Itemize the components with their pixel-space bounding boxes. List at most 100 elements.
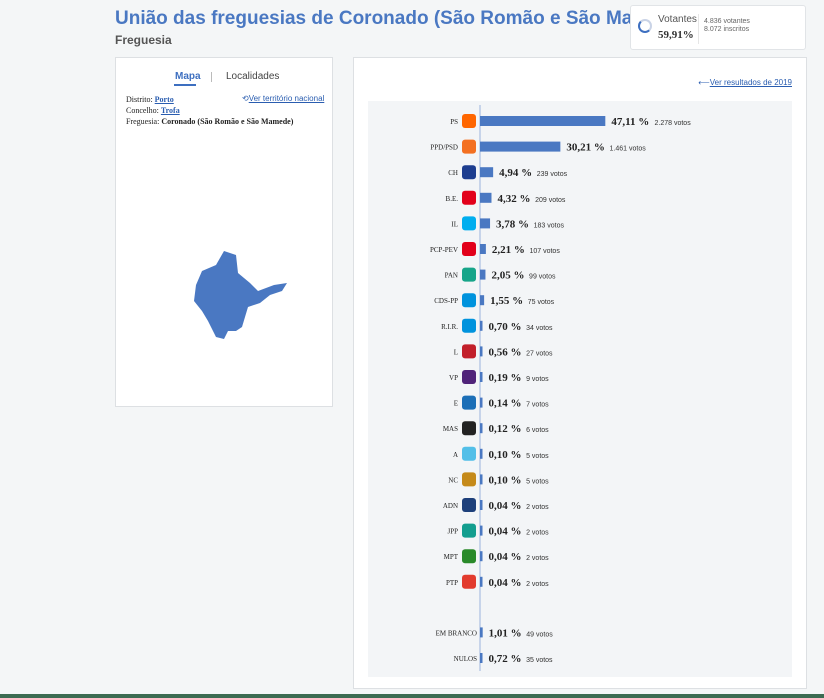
percent-label: 47,11 % xyxy=(611,116,649,128)
turnout-card: Votantes 59,91% 4.836 votantes 8.072 ins… xyxy=(630,5,806,50)
turnout-inscritos: 8.072 inscritos xyxy=(704,26,750,33)
percent-label: 0,14 % xyxy=(489,398,522,410)
distrito-label: Distrito: xyxy=(126,95,153,104)
map-panel: Mapa Localidades Distrito: Porto Concelh… xyxy=(115,57,333,407)
result-bar xyxy=(480,576,483,587)
result-row: A 0,10 % 5 votos xyxy=(453,446,549,461)
votes-label: 1.461 votos xyxy=(610,146,647,153)
pan-logo-icon xyxy=(462,267,476,282)
result-row: PTP 0,04 % 2 votos xyxy=(446,574,549,589)
volt-logo-icon xyxy=(462,370,476,384)
nc-logo-icon xyxy=(462,472,476,487)
votes-label: 209 votos xyxy=(535,197,566,204)
result-row: B.E. 4,32 % 209 votos xyxy=(446,190,566,205)
result-bar xyxy=(480,346,483,357)
party-label: PCP-PEV xyxy=(430,246,458,254)
result-row: NC 0,10 % 5 votos xyxy=(448,472,549,487)
votes-label: 5 votos xyxy=(526,478,549,485)
jpp-logo-icon xyxy=(462,523,476,538)
national-territory-link[interactable]: ⟲Ver território nacional xyxy=(242,94,324,103)
party-label: CH xyxy=(448,169,458,177)
result-bar xyxy=(480,269,486,280)
previous-results-label: Ver resultados de 2019 xyxy=(709,78,792,87)
percent-label: 30,21 % xyxy=(566,142,605,154)
party-label: JPP xyxy=(447,528,458,536)
previous-results-link[interactable]: ⟵Ver resultados de 2019 xyxy=(698,78,792,87)
page-subtitle: Freguesia xyxy=(115,33,172,47)
percent-label: 2,05 % xyxy=(491,270,524,282)
party-label: B.E. xyxy=(446,195,459,203)
turnout-progress-ring-icon xyxy=(638,19,652,33)
result-bar xyxy=(480,627,483,638)
turnout-divider xyxy=(698,14,699,44)
percent-label: 0,10 % xyxy=(489,474,522,486)
mpt-logo-icon xyxy=(462,549,476,564)
result-row: CH 4,94 % 239 votos xyxy=(448,165,568,180)
party-label: NULOS xyxy=(454,655,477,663)
distrito-link[interactable]: Porto xyxy=(154,95,174,104)
votes-label: 6 votos xyxy=(526,427,549,434)
party-label: L xyxy=(454,348,458,356)
result-row: VP 0,19 % 9 votos xyxy=(449,370,549,384)
percent-label: 1,55 % xyxy=(490,295,523,307)
votes-label: 2.278 votos xyxy=(655,120,692,127)
party-label: A xyxy=(453,451,458,459)
result-row: ADN 0,04 % 2 votos xyxy=(443,498,549,512)
turnout-percent: 59,91% xyxy=(658,29,694,41)
result-bar xyxy=(480,372,483,382)
party-label: PS xyxy=(450,118,458,126)
result-bar xyxy=(480,244,486,254)
result-row: MPT 0,04 % 2 votos xyxy=(444,549,549,564)
bottom-accent-line xyxy=(0,694,824,698)
result-row: IL 3,78 % 183 votos xyxy=(451,216,565,231)
votes-label: 99 votos xyxy=(529,274,556,281)
percent-label: 0,12 % xyxy=(489,423,522,435)
tab-divider xyxy=(211,72,212,82)
ptp-logo-icon xyxy=(462,574,476,589)
result-row: CDS-PP 1,55 % 75 votos xyxy=(434,293,555,308)
result-row: R.I.R. 0,70 % 34 votos xyxy=(441,318,553,333)
back-arrow-icon: ⟵ xyxy=(698,78,710,87)
result-bar xyxy=(480,474,483,485)
votes-label: 49 votos xyxy=(526,631,553,638)
result-row: L 0,56 % 27 votos xyxy=(454,344,553,359)
results-bar-chart: PS 47,11 % 2.278 votos PPD/PSD 30,21 % 1.461 … xyxy=(430,105,692,671)
party-label: E xyxy=(454,400,458,408)
tab-localidades[interactable]: Localidades xyxy=(226,71,280,82)
result-row: MAS 0,12 % 6 votos xyxy=(443,421,549,436)
percent-label: 0,70 % xyxy=(489,321,522,333)
party-label: PAN xyxy=(445,272,458,280)
votes-label: 35 votos xyxy=(526,657,553,664)
result-row: PAN 2,05 % 99 votos xyxy=(445,267,556,282)
result-bar xyxy=(480,551,483,562)
tab-mapa[interactable]: Mapa xyxy=(175,71,201,82)
percent-label: 0,10 % xyxy=(489,449,522,461)
result-bar xyxy=(480,167,494,178)
rir-logo-icon xyxy=(462,318,476,333)
concelho-link[interactable]: Trofa xyxy=(160,106,180,115)
pcp-pev-logo-icon xyxy=(462,242,476,256)
parish-map[interactable] xyxy=(186,243,296,343)
result-bar xyxy=(480,116,606,126)
result-bar xyxy=(480,525,483,536)
votes-label: 2 votos xyxy=(526,555,549,562)
parish-map-shape[interactable] xyxy=(194,251,287,339)
results-panel: ⟵Ver resultados de 2019 PS 47,11 % 2.278 v… xyxy=(353,57,807,689)
percent-label: 0,72 % xyxy=(489,653,522,665)
result-row: E 0,14 % 7 votos xyxy=(454,395,549,410)
result-bar xyxy=(480,423,483,434)
concelho-label: Concelho: xyxy=(126,106,159,115)
distrito-row: Distrito: Porto xyxy=(126,95,174,104)
results-chart-area: PS 47,11 % 2.278 votos PPD/PSD 30,21 % 1.461 … xyxy=(368,101,792,677)
adn-logo-icon xyxy=(462,498,476,512)
party-label: VP xyxy=(449,374,458,382)
il-logo-icon xyxy=(462,216,476,231)
result-bar xyxy=(480,141,561,152)
result-bar xyxy=(480,500,483,510)
ergue-te-logo-icon xyxy=(462,395,476,410)
percent-label: 0,04 % xyxy=(489,577,522,589)
result-bar xyxy=(480,192,492,203)
votes-label: 75 votos xyxy=(528,299,555,306)
percent-label: 0,56 % xyxy=(489,346,522,358)
livre-logo-icon xyxy=(462,344,476,359)
